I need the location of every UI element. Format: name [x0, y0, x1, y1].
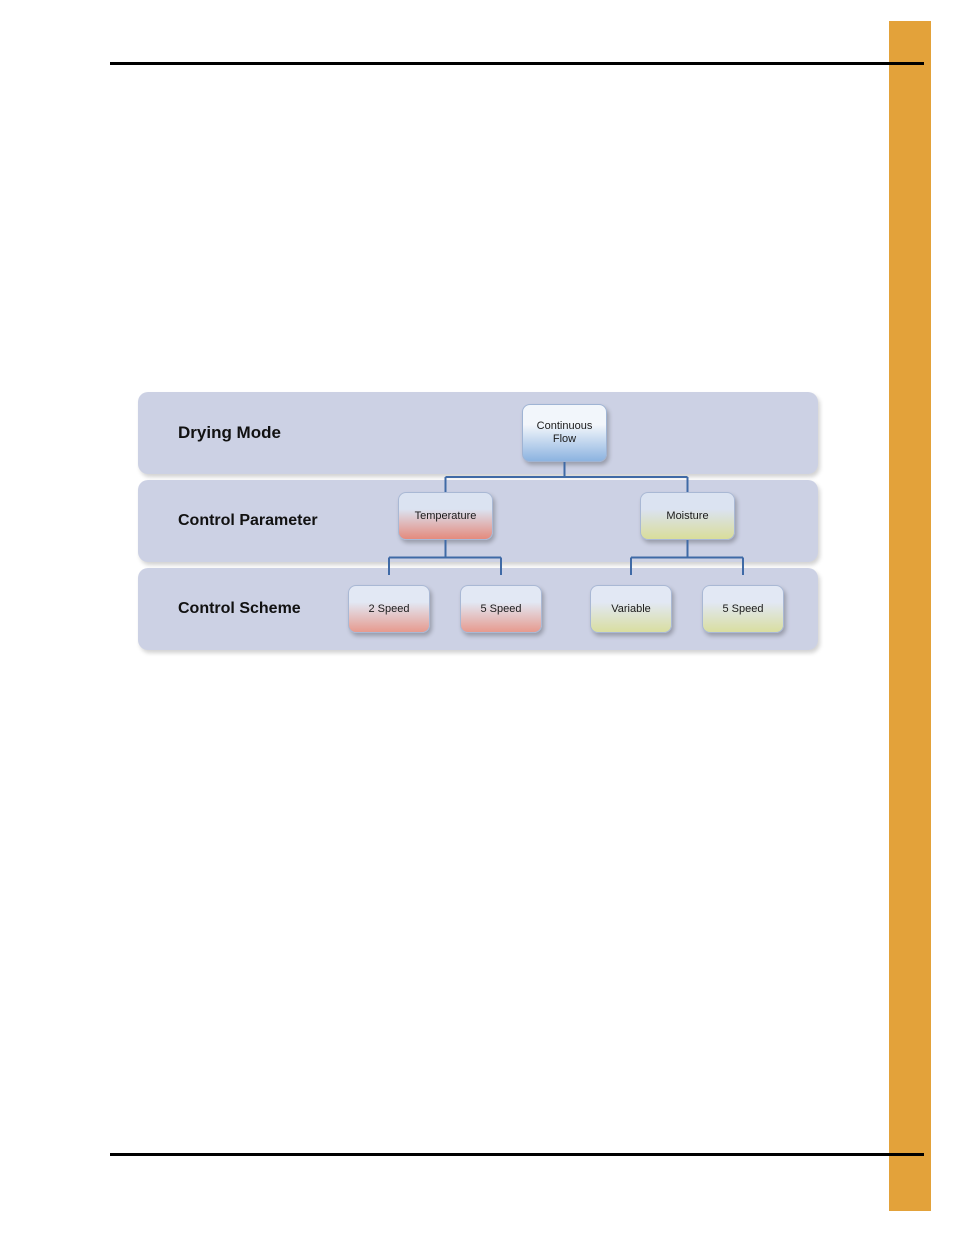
node-label: Moisture [662, 510, 712, 523]
node-label: 5 Speed [719, 603, 768, 616]
band-bg-2: Control Scheme 2 Speed 5 Speed Variable … [138, 568, 818, 650]
band-bg-0: Drying Mode Continuous Flow [138, 392, 818, 474]
node-temperature: Temperature [398, 492, 493, 540]
page: Drying Mode Continuous Flow Control Para… [0, 0, 954, 1235]
node-moisture: Moisture [640, 492, 735, 540]
top-rule [110, 62, 924, 65]
hierarchy-diagram: Drying Mode Continuous Flow Control Para… [138, 392, 818, 656]
band-label-drying-mode: Drying Mode [178, 423, 281, 443]
band-bg-1: Control Parameter Temperature Moisture [138, 480, 818, 562]
node-variable-moisture: Variable [590, 585, 672, 633]
node-5-speed-moisture: 5 Speed [702, 585, 784, 633]
node-label: 5 Speed [477, 603, 526, 616]
node-label: Temperature [411, 510, 481, 523]
band-label-control-parameter: Control Parameter [178, 512, 318, 530]
bottom-rule [110, 1153, 924, 1156]
band-label-control-scheme: Control Scheme [178, 600, 301, 618]
node-label: 2 Speed [365, 603, 414, 616]
band-control-parameter: Control Parameter Temperature Moisture [138, 480, 818, 562]
node-label: Continuous Flow [523, 420, 606, 445]
band-control-scheme: Control Scheme 2 Speed 5 Speed Variable … [138, 568, 818, 650]
node-label: Variable [607, 603, 655, 616]
node-continuous-flow: Continuous Flow [522, 404, 607, 462]
node-5-speed-temp: 5 Speed [460, 585, 542, 633]
band-drying-mode: Drying Mode Continuous Flow [138, 392, 818, 474]
side-accent-band [889, 21, 931, 1211]
node-2-speed-temp: 2 Speed [348, 585, 430, 633]
